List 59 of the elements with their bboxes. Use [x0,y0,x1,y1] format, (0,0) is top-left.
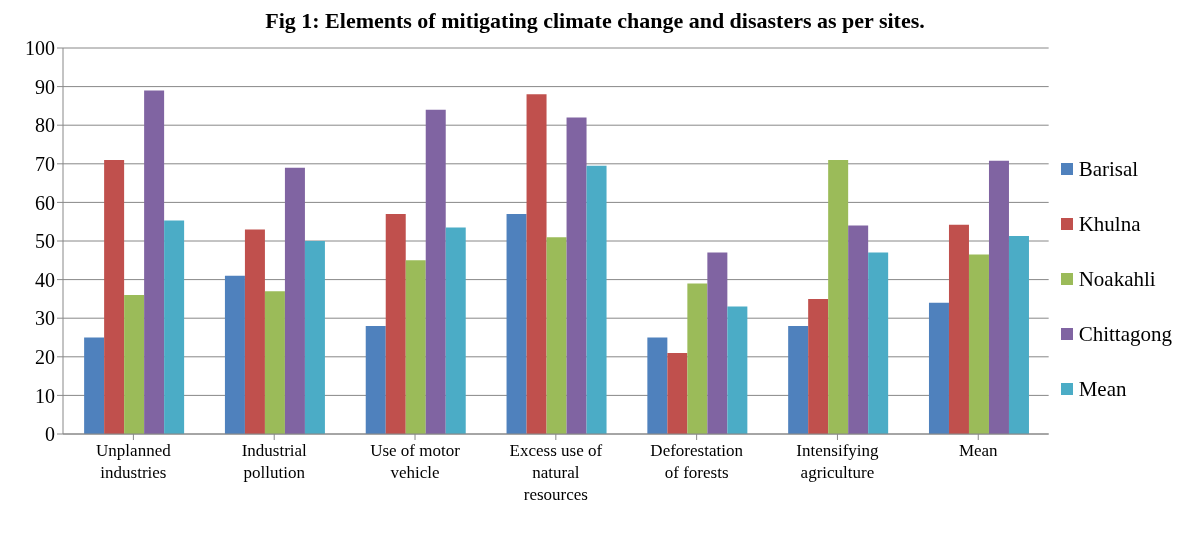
y-tick-label: 60 [35,191,55,214]
bar [244,229,265,434]
bar [948,224,969,434]
y-tick-label: 0 [45,423,55,446]
bar [546,237,567,434]
y-tick-label: 20 [35,345,55,368]
bar [224,275,245,434]
bar [848,225,869,434]
legend-label: Barisal [1078,156,1139,182]
bar [445,227,466,434]
bar [928,302,949,434]
bar [968,254,989,434]
bar [124,295,145,434]
y-tick-label: 10 [35,384,55,407]
bar [566,117,587,434]
legend-label: Khulna [1078,211,1141,237]
x-tick-label: Unplanned industries [96,441,172,482]
legend-label: Chittagong [1078,321,1172,347]
legend-label: Noakahli [1078,266,1156,292]
bar [868,252,889,434]
bar [808,298,829,434]
bar [1008,235,1029,434]
bar [586,165,607,434]
bar [405,260,426,434]
x-tick-label: Use of motor vehicle [370,441,461,482]
x-tick-label: Industrial pollution [241,441,308,482]
x-tick-label: Deforestation of forests [650,441,744,482]
bar [687,283,708,434]
bar [667,352,688,434]
y-tick-label: 100 [25,37,55,60]
bar [104,159,125,434]
bar [506,213,527,434]
chart-title: Fig 1: Elements of mitigating climate change and disasters as per sites. [264,8,926,34]
bar [727,306,748,434]
bar [264,291,285,434]
bar [425,109,446,434]
x-tick-label: Excess use of natural resources [509,441,603,504]
y-tick-label: 50 [35,230,55,253]
x-tick-label: Intensifying agriculture [796,441,880,482]
bar [385,213,406,434]
y-tick-label: 90 [35,75,55,98]
bar [144,90,165,434]
x-tick-label: Mean [958,441,999,460]
bar [828,159,849,434]
bar [84,337,105,434]
bar [365,325,386,434]
bar [526,94,547,434]
y-tick-label: 70 [35,152,55,175]
bar [164,220,185,434]
y-tick-label: 80 [35,114,55,137]
y-tick-label: 30 [35,307,55,330]
legend-label: Mean [1078,376,1127,402]
y-tick-label: 40 [35,268,55,291]
bar [284,167,305,434]
bar [647,337,668,434]
bar [988,160,1009,434]
bar [788,325,809,434]
bar [304,241,325,434]
bar [707,252,728,434]
